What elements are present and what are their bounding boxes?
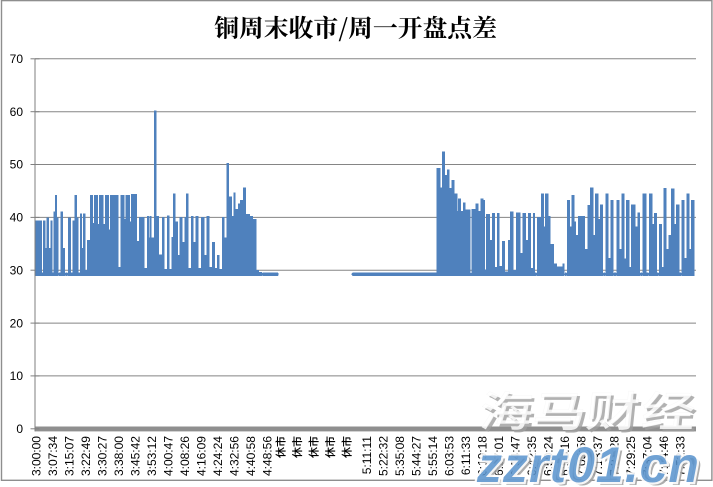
svg-text:7:05:58: 7:05:58 [575,436,589,476]
svg-text:6:03:53: 6:03:53 [442,436,456,476]
svg-text:4:16:09: 4:16:09 [195,436,209,476]
svg-text:4:08:26: 4:08:26 [178,436,192,476]
svg-text:7:44:46: 7:44:46 [657,436,671,476]
svg-text:6:27:01: 6:27:01 [492,436,506,476]
svg-text:5:11:11: 5:11:11 [360,436,374,475]
svg-text:3:07:34: 3:07:34 [46,436,60,476]
svg-text:40: 40 [10,211,24,225]
svg-text:7:29:25: 7:29:25 [624,436,638,476]
svg-text:3:00:00: 3:00:00 [29,436,43,476]
svg-text:4:40:58: 4:40:58 [244,436,258,476]
svg-text:3:30:27: 3:30:27 [96,436,110,476]
svg-text:4:32:56: 4:32:56 [228,436,242,476]
svg-text:7:13:37: 7:13:37 [591,436,605,476]
svg-text:5:44:27: 5:44:27 [409,436,423,476]
svg-text:zzrt01.cn: zzrt01.cn [480,440,704,487]
svg-text:20: 20 [10,316,24,330]
svg-text:3:22:49: 3:22:49 [79,436,93,476]
svg-text:6:50:24: 6:50:24 [542,436,556,476]
svg-text:6:19:18: 6:19:18 [475,436,489,476]
svg-text:4:00:47: 4:00:47 [162,436,176,476]
svg-text:30: 30 [10,263,24,277]
svg-text:3:38:00: 3:38:00 [112,436,126,476]
svg-text:6:42:35: 6:42:35 [525,436,539,476]
svg-text:70: 70 [10,52,24,66]
svg-text:4:48:56: 4:48:56 [261,436,275,476]
svg-text:6:34:47: 6:34:47 [508,436,522,476]
svg-text:7:37:04: 7:37:04 [641,436,655,476]
svg-text:7:52:33: 7:52:33 [674,436,688,476]
svg-text:0: 0 [16,422,23,436]
svg-text:5:55:14: 5:55:14 [426,436,440,476]
svg-text:10: 10 [10,369,24,383]
svg-text:3:45:42: 3:45:42 [129,436,143,476]
svg-text:zzrt01.cn: zzrt01.cn [476,437,700,487]
svg-text:50: 50 [10,158,24,172]
svg-text:60: 60 [10,105,24,119]
svg-text:7:21:28: 7:21:28 [608,436,622,476]
svg-text:6:11:33: 6:11:33 [459,436,473,475]
svg-text:5:35:08: 5:35:08 [393,436,407,476]
svg-text:3:15:07: 3:15:07 [62,436,76,476]
svg-text:3:53:12: 3:53:12 [145,436,159,476]
svg-text:5:22:32: 5:22:32 [376,436,390,476]
svg-text:6:58:16: 6:58:16 [558,436,572,476]
svg-text:zzrt01.cn: zzrt01.cn [476,437,700,487]
svg-text:4:24:24: 4:24:24 [211,436,225,476]
